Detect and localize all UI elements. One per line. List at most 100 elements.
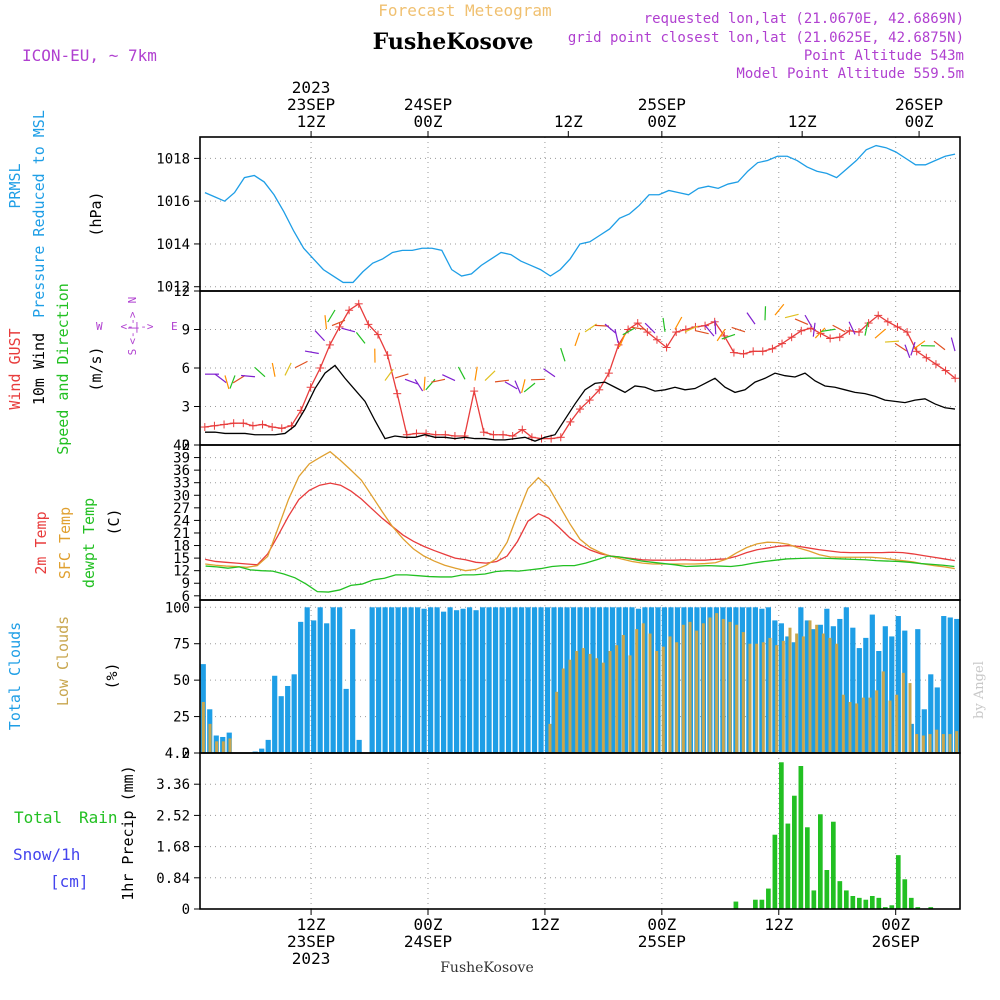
clouds-bar-low-clouds	[221, 741, 225, 753]
clouds-bar-low-clouds	[641, 623, 645, 753]
clouds-bar-total-clouds	[557, 607, 564, 753]
wind-direction-arrow	[241, 374, 256, 378]
precip-bar-1hr-precip	[733, 901, 739, 909]
clouds-bar-total-clouds	[285, 685, 291, 753]
clouds-bar-low-clouds	[661, 646, 665, 753]
precip-bar-1hr-precip	[869, 896, 875, 909]
bottom-time-label: 00Z	[414, 915, 443, 934]
bottom-time-label: 26SEP	[872, 932, 920, 951]
temp-ytick-label: 6	[182, 589, 190, 605]
clouds-bar-low-clouds	[875, 690, 879, 753]
clouds-bar-total-clouds	[434, 607, 440, 753]
temp-ytick-label: 39	[173, 451, 190, 467]
wind-direction-arrow	[484, 370, 496, 382]
wind-direction-arrow	[394, 373, 409, 379]
clouds-bar-total-clouds	[804, 620, 810, 753]
requested-coords: requested lon,lat (21.0670E, 42.6869N)	[644, 11, 964, 27]
temp-axis-label: (C)	[105, 508, 123, 535]
wind-direction-arrow	[864, 321, 869, 336]
clouds-ytick-label: 75	[173, 637, 190, 653]
wind-direction-arrow	[894, 342, 908, 352]
top-time-label: 24SEP	[404, 95, 452, 114]
clouds-bar-total-clouds	[863, 637, 869, 753]
clouds-bar-total-clouds	[350, 629, 356, 753]
precip-bar-1hr-precip	[792, 795, 797, 909]
clouds-bar-total-clouds	[791, 642, 797, 753]
clouds-bar-total-clouds	[447, 607, 453, 753]
wind-direction-arrow	[423, 376, 426, 391]
clouds-bar-total-clouds	[590, 607, 596, 753]
precip-legend-label: Total	[14, 808, 62, 827]
wind-direction-arrow	[304, 350, 319, 355]
temp-ytick-label: 24	[173, 513, 190, 529]
clouds-bar-low-clouds	[835, 643, 839, 753]
wind-direction-arrow	[774, 303, 785, 316]
temp-panel-frame	[199, 444, 961, 601]
top-time-label: 23SEP	[287, 95, 335, 114]
clouds-bar-total-clouds	[473, 610, 479, 753]
clouds-bar-total-clouds	[518, 607, 525, 753]
clouds-bar-total-clouds	[421, 608, 427, 753]
top-time-label: 26SEP	[895, 95, 943, 114]
clouds-bar-total-clouds	[479, 607, 486, 753]
precip-bar-1hr-precip	[818, 814, 823, 909]
clouds-bar-total-clouds	[376, 607, 382, 753]
clouds-bar-total-clouds	[603, 607, 609, 753]
clouds-bar-low-clouds	[675, 642, 679, 753]
precip-bar-1hr-precip	[876, 897, 882, 909]
clouds-bar-total-clouds	[460, 608, 466, 753]
clouds-bar-total-clouds	[622, 607, 629, 753]
clouds-bar-total-clouds	[311, 620, 317, 753]
clouds-bar-total-clouds	[798, 607, 804, 753]
clouds-bar-total-clouds	[337, 607, 343, 753]
temp-ytick-label: 18	[173, 539, 190, 555]
bottom-time-label: 00Z	[647, 915, 676, 934]
compass-horizontal-arrow: <-|->	[120, 320, 153, 333]
wind-ytick-label: 6	[182, 361, 190, 377]
precip-bar-1hr-precip	[766, 888, 771, 909]
clouds-bar-total-clouds	[954, 618, 960, 753]
clouds-bar-low-clouds	[681, 624, 685, 753]
clouds-bar-total-clouds	[525, 607, 531, 753]
precip-bar-1hr-precip	[772, 834, 778, 909]
clouds-bar-low-clouds	[621, 634, 625, 753]
precip-bar-1hr-precip	[850, 896, 856, 909]
clouds-bar-low-clouds	[935, 729, 939, 753]
precip-legend-label: [cm]	[50, 872, 89, 891]
wind-direction-arrow	[504, 381, 518, 390]
clouds-bar-low-clouds	[921, 735, 925, 753]
clouds-bar-total-clouds	[876, 651, 882, 753]
clouds-bar-total-clouds	[629, 607, 635, 753]
wind-direction-arrow	[331, 319, 346, 327]
precip-bar-1hr-precip	[753, 899, 758, 909]
clouds-bar-total-clouds	[915, 629, 921, 753]
temp-ytick-label: 12	[173, 564, 190, 580]
clouds-bar-low-clouds	[721, 618, 725, 753]
clouds-bar-total-clouds	[382, 607, 388, 753]
clouds-bar-low-clouds	[668, 636, 672, 753]
clouds-bar-low-clouds	[695, 630, 699, 753]
clouds-bar-low-clouds	[908, 683, 912, 753]
wind-direction-arrow	[404, 378, 419, 385]
temp-ytick-label: 27	[173, 501, 190, 517]
clouds-bar-low-clouds	[815, 624, 819, 753]
clouds-bar-total-clouds	[259, 748, 265, 753]
clouds-bar-low-clouds	[735, 624, 739, 753]
wind-direction-arrow	[232, 374, 246, 384]
clouds-bar-low-clouds	[788, 627, 792, 753]
wind-direction-arrow	[631, 326, 646, 330]
bottom-time-label: 23SEP	[287, 932, 335, 951]
wind-direction-arrow	[604, 323, 617, 334]
precip-bar-1hr-precip	[882, 907, 888, 909]
clouds-bar-total-clouds	[272, 675, 278, 753]
clouds-bar-total-clouds	[415, 607, 421, 753]
pressure-ytick-label: 1018	[156, 151, 190, 167]
clouds-bar-low-clouds	[595, 658, 599, 753]
clouds-bar-low-clouds	[848, 702, 852, 753]
clouds-bar-low-clouds	[861, 697, 865, 753]
pressure-ytick-label: 1016	[156, 194, 190, 210]
clouds-bar-total-clouds	[934, 687, 940, 753]
clouds-bar-total-clouds	[882, 626, 888, 753]
wind-direction-arrow	[254, 366, 266, 378]
clouds-bar-low-clouds	[728, 621, 732, 753]
